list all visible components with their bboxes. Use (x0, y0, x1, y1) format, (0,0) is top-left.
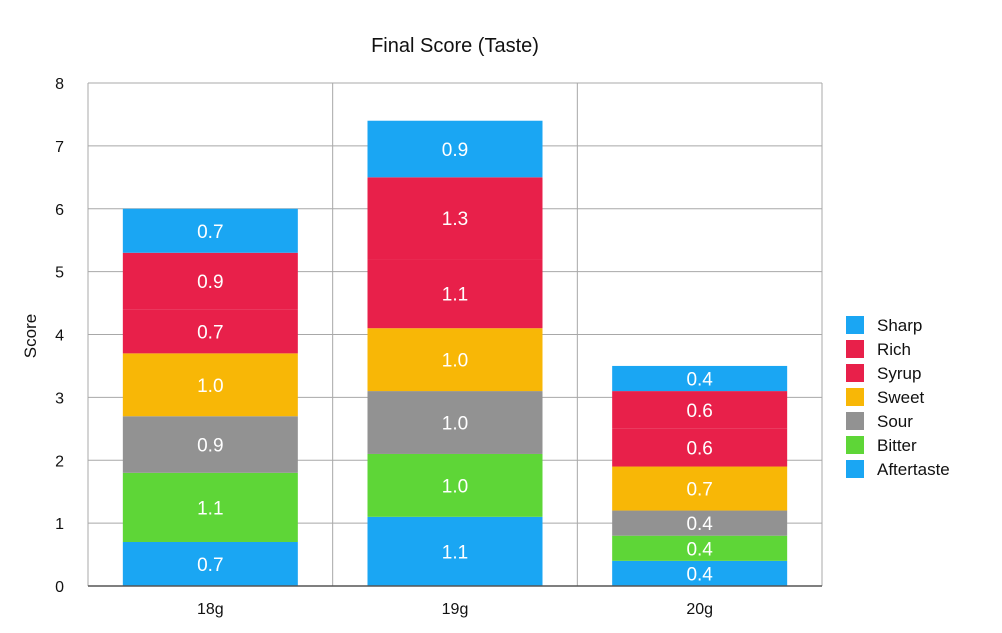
legend-item: Bitter (846, 436, 917, 455)
data-label: 0.7 (197, 322, 223, 343)
bar-segment-syrup (612, 428, 788, 467)
bar-segment-bitter (367, 453, 543, 517)
data-label: 0.7 (197, 222, 223, 243)
bar-segment-aftertaste (122, 541, 298, 586)
legend-swatch (846, 316, 864, 334)
legend-swatch (846, 340, 864, 358)
legend-item: Syrup (846, 364, 921, 383)
bar-segment-bitter (612, 535, 788, 561)
bar-segment-sour (612, 510, 788, 536)
data-label: 0.4 (686, 370, 713, 391)
x-tick-label: 19g (442, 601, 469, 618)
data-label: 1.0 (197, 376, 223, 397)
data-label: 0.4 (686, 539, 713, 560)
data-label: 0.9 (197, 436, 223, 457)
data-label: 0.4 (686, 564, 713, 585)
legend-swatch (846, 388, 864, 406)
y-tick-label: 2 (55, 453, 64, 470)
legend-label: Sour (877, 412, 913, 431)
data-label: 0.9 (442, 140, 468, 161)
data-label: 1.0 (442, 476, 468, 497)
bar-segment-aftertaste (612, 560, 788, 586)
y-tick-label: 5 (55, 265, 64, 282)
legend-item: Rich (846, 340, 911, 359)
legend-item: Sour (846, 412, 913, 431)
bar-segment-sweet (122, 353, 298, 417)
bar-segment-syrup (367, 259, 543, 329)
bar-segment-aftertaste (367, 516, 543, 586)
legend-label: Sharp (877, 316, 922, 335)
legend-item: Sharp (846, 316, 922, 335)
y-tick-label: 3 (55, 390, 64, 407)
legend-item: Aftertaste (846, 460, 950, 479)
data-label: 0.9 (197, 272, 223, 293)
data-label: 1.1 (442, 542, 468, 563)
bar-segment-sour (122, 416, 298, 473)
y-tick-label: 6 (55, 202, 64, 219)
data-label: 1.0 (442, 351, 468, 372)
legend: Sharp Rich Syrup Sweet Sour Bitter Aftertaste (846, 316, 950, 479)
bar-segment-bitter (122, 472, 298, 542)
data-label: 0.4 (686, 514, 713, 535)
data-label: 1.1 (197, 498, 223, 519)
legend-label: Aftertaste (877, 460, 950, 479)
bar-segment-sharp (612, 365, 788, 392)
data-label: 0.7 (197, 555, 223, 576)
data-label: 0.7 (686, 480, 712, 501)
legend-item: Sweet (846, 388, 925, 407)
legend-swatch (846, 460, 864, 478)
y-tick-label: 0 (55, 579, 64, 596)
x-tick-label: 20g (686, 601, 713, 618)
y-axis-label: Score (21, 314, 40, 358)
bar-segment-sweet (367, 328, 543, 392)
chart-title: Final Score (Taste) (371, 35, 539, 57)
legend-swatch (846, 436, 864, 454)
bar-segment-rich (122, 252, 298, 310)
legend-label: Sweet (877, 388, 925, 407)
y-tick-label: 8 (55, 76, 64, 93)
bar-segment-sour (367, 391, 543, 454)
legend-swatch (846, 364, 864, 382)
data-label: 0.6 (686, 439, 712, 460)
axes: 0 1 2 3 4 5 6 7 8 18g 19g 20g (55, 76, 822, 618)
legend-swatch (846, 412, 864, 430)
bar-segment-syrup (122, 309, 298, 354)
data-label: 1.3 (442, 209, 468, 230)
bar-segment-rich (367, 177, 543, 260)
y-tick-label: 7 (55, 139, 64, 156)
y-tick-label: 1 (55, 516, 64, 533)
data-label: 1.1 (442, 285, 468, 306)
bar-segment-sharp (367, 120, 543, 178)
legend-label: Syrup (877, 364, 921, 383)
bar-segment-sharp (122, 208, 298, 253)
legend-label: Rich (877, 340, 911, 359)
bar-segment-rich (612, 391, 788, 429)
data-label: 0.6 (686, 401, 712, 422)
data-label: 1.0 (442, 414, 468, 435)
y-tick-label: 4 (55, 328, 64, 345)
x-tick-label: 18g (197, 601, 224, 618)
legend-label: Bitter (877, 436, 917, 455)
bars: 0.7 1.1 0.9 1.0 0.7 0.9 0.7 1.1 1.0 1.0 1.0 1.1 1.3 0… (122, 120, 788, 586)
bar-segment-sweet (612, 466, 788, 511)
